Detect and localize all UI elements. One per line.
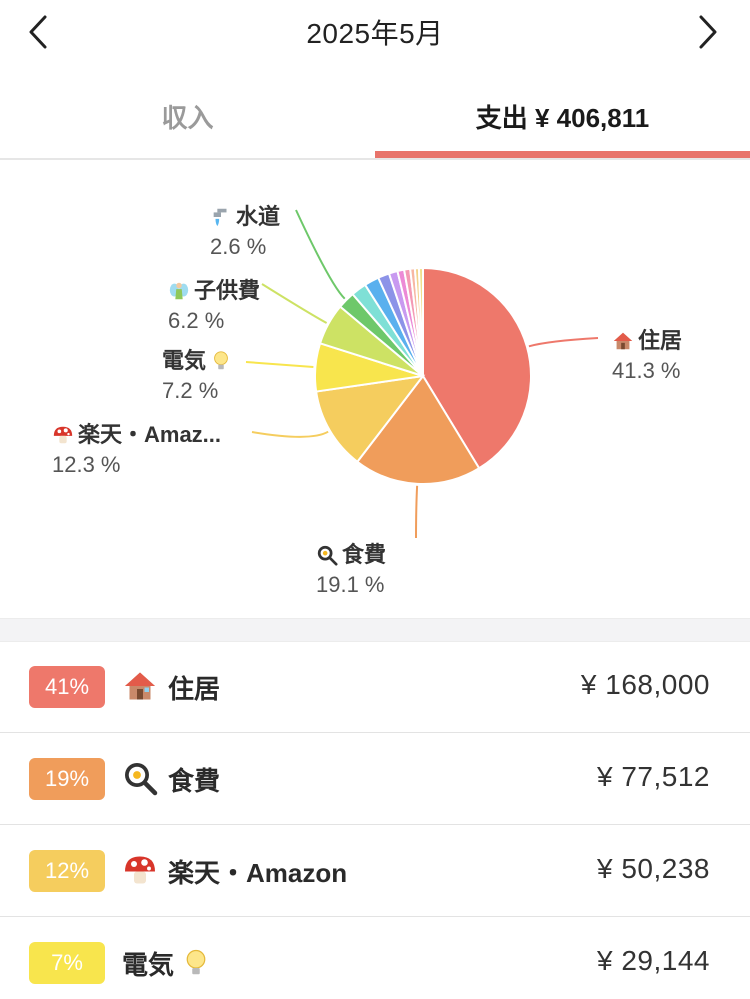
slice-label-5[interactable]: 水道 2.6 %: [210, 202, 280, 262]
faucet-icon: [213, 208, 227, 227]
slice-label-0[interactable]: 住居 41.3 %: [612, 326, 682, 386]
category-amount: ¥ 29,144: [597, 945, 710, 976]
lightbulb-icon: [186, 949, 206, 975]
pie-chart-svg: [245, 209, 599, 539]
chevron-left-icon: [29, 15, 47, 49]
frying-pan-icon: [125, 763, 158, 796]
slice-percent: 12.3 %: [52, 452, 121, 477]
leader-line-4: [261, 283, 328, 324]
category-name-with-icon: 電気: [122, 945, 211, 982]
house-icon: [125, 672, 155, 700]
category-list: 41% 住居 ¥ 168,000 19% 食費 ¥ 77,512 12%: [0, 641, 750, 999]
month-title: 2025年5月: [306, 18, 444, 49]
tab-income[interactable]: 収入: [161, 102, 214, 133]
slice-name: 子供費: [194, 278, 261, 303]
leader-line-1: [415, 485, 419, 539]
slice-label-3[interactable]: 電気 7.2 %: [162, 346, 232, 406]
category-amount: ¥ 77,512: [597, 761, 710, 792]
percent-badge: 19%: [29, 758, 105, 800]
slice-percent: 41.3 %: [612, 358, 681, 383]
percent-badge: 12%: [29, 850, 105, 892]
slice-percent: 6.2 %: [168, 308, 225, 333]
slice-name: 水道: [236, 204, 281, 229]
list-item[interactable]: 41% 住居 ¥ 168,000: [0, 641, 750, 733]
pie-slice-14[interactable]: [417, 266, 424, 377]
slice-percent: 19.1 %: [316, 572, 385, 597]
chevron-right-icon: [699, 15, 717, 49]
next-month-button[interactable]: [686, 10, 730, 54]
category-name: 住居: [168, 674, 221, 704]
fairy-icon: [169, 282, 189, 300]
income-expense-tabs: 収入 支出 ¥ 406,811: [0, 74, 750, 160]
category-amount: ¥ 50,238: [597, 853, 710, 884]
percent-badge: 7%: [29, 942, 105, 984]
list-item[interactable]: 19% 食費 ¥ 77,512: [0, 733, 750, 825]
slice-label-1[interactable]: 食費 19.1 %: [316, 540, 386, 600]
lightbulb-icon: [214, 351, 228, 370]
tab-expense[interactable]: 支出 ¥ 406,811: [475, 102, 650, 133]
slice-name: 食費: [342, 542, 387, 567]
percent-badge: 41%: [29, 666, 105, 708]
category-amount: ¥ 168,000: [580, 669, 710, 700]
leader-line-3: [245, 361, 314, 369]
mushroom-icon: [125, 856, 155, 884]
frying-pan-icon: [317, 545, 338, 566]
slice-name: 住居: [638, 328, 683, 353]
slice-name: 楽天・Amaz...: [78, 422, 222, 447]
month-header: 2025年5月: [0, 0, 750, 64]
pie-slice-2[interactable]: [314, 374, 426, 464]
leader-line-5: [295, 209, 346, 300]
list-item[interactable]: 12% 楽天・Amazon ¥ 50,238: [0, 825, 750, 917]
slice-name: 電気: [162, 348, 207, 373]
category-name: 電気: [122, 950, 175, 980]
mushroom-icon: [53, 426, 73, 444]
leader-line-2: [251, 430, 329, 438]
leader-line-0: [528, 337, 599, 348]
section-divider: [0, 618, 750, 642]
pie-slice-1[interactable]: [355, 374, 481, 485]
pie-slice-0[interactable]: [422, 266, 532, 470]
expense-pie-chart: 住居 41.3 % 食費 19.1 %: [0, 160, 750, 618]
slice-label-2[interactable]: 楽天・Amaz... 12.3 %: [52, 420, 221, 480]
slice-percent: 7.2 %: [162, 378, 219, 403]
previous-month-button[interactable]: [16, 10, 60, 54]
list-item[interactable]: 7% 電気 ¥ 29,144: [0, 917, 750, 999]
house-icon: [613, 332, 633, 350]
slice-label-4[interactable]: 子供費 6.2 %: [168, 276, 260, 336]
slice-percent: 2.6 %: [210, 234, 267, 259]
category-name: 楽天・Amazon: [168, 858, 348, 888]
active-tab-indicator: [375, 151, 750, 158]
category-name: 食費: [168, 766, 221, 796]
